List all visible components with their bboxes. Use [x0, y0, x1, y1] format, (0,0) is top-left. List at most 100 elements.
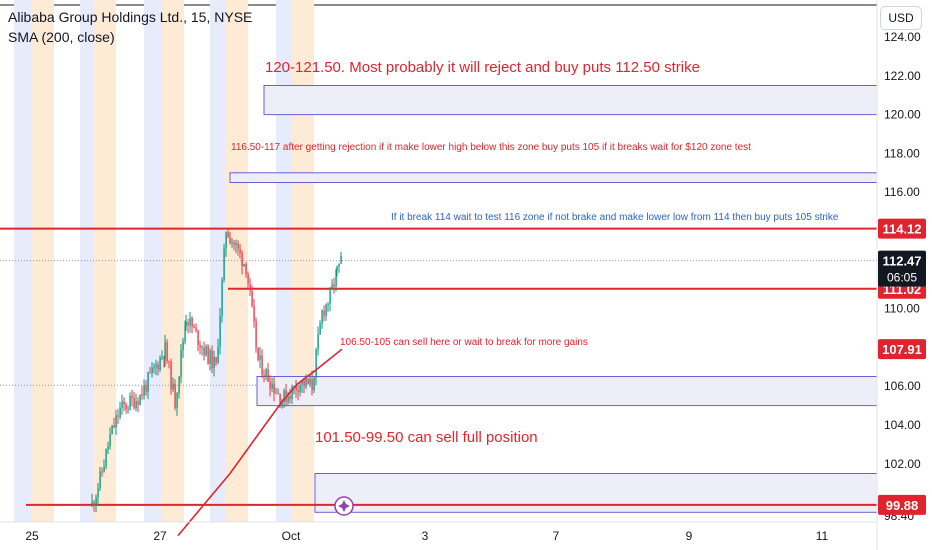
candle-body	[129, 395, 131, 409]
candle-body	[151, 367, 153, 373]
candle-body	[295, 385, 297, 391]
candle-body	[277, 393, 279, 395]
candle-body	[139, 394, 141, 405]
candle-body	[303, 380, 305, 387]
badge-99-bg	[878, 494, 926, 515]
candle-body	[271, 383, 273, 390]
candle-body	[255, 321, 257, 348]
candle-body	[163, 356, 165, 360]
candle-body	[327, 303, 329, 305]
annotation-break-114: If it break 114 wait to test 116 zone if…	[391, 212, 839, 223]
x-tick-label: Oct	[282, 529, 301, 543]
candle-body	[99, 471, 101, 489]
candle-body	[287, 395, 289, 403]
badge-99: 99.88	[886, 498, 919, 513]
y-tick-label: 116.00	[884, 185, 920, 199]
candle-body	[309, 379, 311, 385]
candle-body	[141, 394, 143, 396]
candle-body	[213, 357, 215, 369]
badge-current: 112.47	[882, 254, 921, 269]
candle-body	[219, 316, 221, 348]
candle-body	[155, 364, 157, 368]
annotation-zone-120: 120-121.50. Most probably it will reject…	[265, 59, 700, 76]
symbol-title[interactable]: Alibaba Group Holdings Ltd., 15, NYSE	[8, 9, 253, 25]
candle-body	[251, 290, 253, 306]
candle-body	[315, 350, 317, 378]
candle-body	[117, 415, 119, 418]
candle-body	[201, 347, 203, 349]
annotation-zone-116: 116.50-117 after getting rejection if it…	[231, 142, 751, 153]
badge-sma: 107.91	[882, 342, 922, 357]
x-tick-label: 25	[25, 529, 39, 543]
candle-body	[229, 237, 231, 244]
event-marker	[334, 496, 354, 516]
candle-body	[93, 501, 95, 506]
candle-body	[273, 383, 275, 394]
candle-body	[263, 375, 265, 377]
candle-body	[97, 488, 99, 498]
candle-body	[299, 384, 301, 393]
candle-body	[170, 361, 172, 390]
candle-body	[191, 317, 193, 327]
badge-114: 114.12	[882, 222, 921, 237]
candle-body	[145, 385, 147, 392]
candle-body	[143, 385, 145, 396]
candle-body	[157, 364, 159, 370]
currency-button[interactable]: USD	[880, 6, 922, 30]
candle-body	[307, 378, 309, 385]
candle-body	[215, 357, 217, 363]
candles	[91, 229, 342, 513]
candle-body	[281, 402, 283, 405]
candle-body	[164, 342, 166, 360]
candle-body	[149, 372, 151, 374]
candle-body	[91, 501, 93, 505]
x-tick-label: 27	[153, 529, 167, 543]
candle-body	[199, 345, 201, 348]
candle-body	[203, 347, 205, 356]
candle-body	[237, 243, 239, 249]
candle-body	[338, 263, 340, 267]
candle-body	[107, 446, 109, 449]
candle-body	[267, 369, 269, 382]
y-tick-label: 102.00	[884, 457, 921, 471]
indicator-label[interactable]: SMA (200, close)	[8, 29, 115, 45]
candle-body	[135, 401, 137, 409]
candle-body	[289, 395, 291, 399]
candle-body	[147, 372, 149, 392]
zone-rect	[263, 85, 878, 116]
candle-body	[176, 393, 178, 408]
candle-body	[259, 355, 261, 360]
candle-body	[182, 341, 184, 350]
candle-body	[253, 305, 255, 322]
candle-body	[333, 284, 335, 287]
y-tick-label: 124.00	[884, 30, 921, 44]
candle-body	[221, 279, 223, 317]
candle-body	[329, 288, 331, 304]
time-axis: 25 27 Oct 3 7 9 11	[0, 521, 877, 543]
candle-body	[217, 347, 219, 363]
candle-body	[305, 378, 307, 387]
candle-body	[95, 497, 97, 506]
candle-body	[161, 356, 163, 358]
candle-body	[225, 232, 227, 249]
candle-body	[239, 248, 241, 253]
candle-body	[172, 383, 174, 390]
zone-rect	[229, 172, 878, 184]
candle-body	[245, 263, 247, 274]
candle-body	[187, 322, 189, 326]
y-tick-label: 104.00	[884, 418, 921, 432]
candle-body	[131, 395, 133, 399]
candle-body	[311, 379, 313, 391]
candle-body	[205, 345, 207, 356]
x-tick-label: 3	[422, 529, 429, 543]
sparkle-icon	[338, 500, 350, 512]
candle-body	[119, 407, 121, 418]
candle-body	[166, 342, 168, 362]
candle-body	[197, 330, 199, 346]
candle-body	[101, 471, 103, 473]
candle-body	[336, 266, 338, 270]
candle-body	[317, 334, 319, 351]
